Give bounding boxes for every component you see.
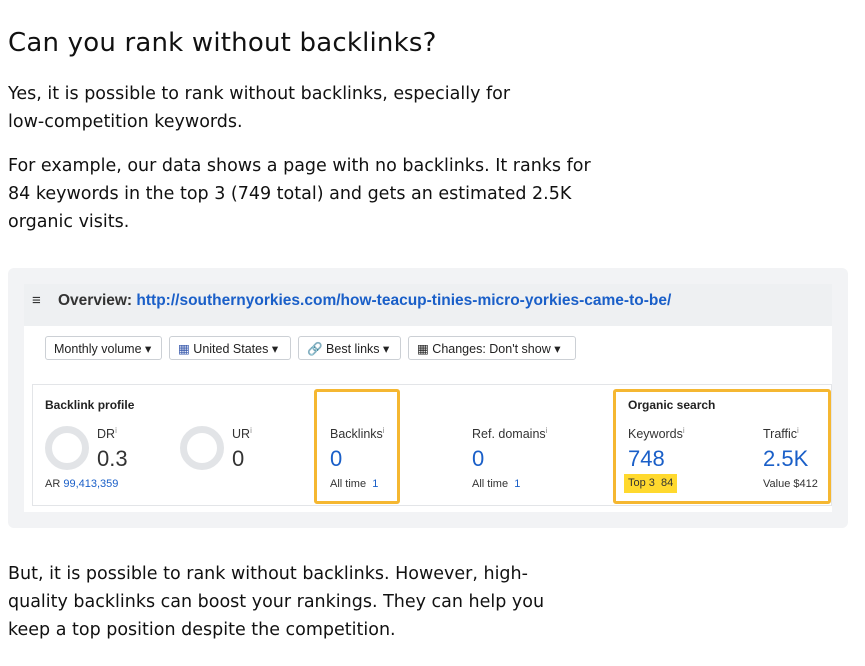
metric-value: 0	[232, 446, 245, 471]
sub-value[interactable]: 99,413,359	[63, 478, 119, 490]
highlight-box	[613, 389, 831, 504]
metric-label: Backlinks	[330, 427, 383, 442]
sub-value[interactable]: 1	[514, 478, 521, 490]
sub-value: $412	[793, 478, 818, 490]
filter-label: Best links	[326, 342, 380, 356]
filter-button[interactable]: ▦ United States ▾	[169, 336, 291, 360]
metric-value[interactable]: 0	[330, 446, 343, 471]
metric-value[interactable]: 0	[472, 446, 485, 471]
section-title: Backlink profile	[45, 398, 135, 412]
sub-label: AR	[45, 478, 61, 490]
section-title: Organic search	[628, 398, 716, 412]
menu-icon[interactable]: ≡	[32, 292, 41, 309]
metric-value[interactable]: 2.5K	[763, 446, 809, 471]
metric-label: Ref. domains	[472, 427, 546, 442]
metric-label: DR	[97, 427, 116, 442]
metric-label: Keywords	[628, 427, 683, 442]
metrics-box	[32, 384, 832, 506]
filter-label: Changes: Don't show	[432, 342, 551, 356]
filter-button[interactable]: ▦ Changes: Don't show ▾	[408, 336, 576, 360]
paragraph: Yes, it is possible to rank without back…	[8, 84, 511, 132]
heading: Can you rank without backlinks?	[8, 28, 437, 58]
sub-value[interactable]: 1	[372, 478, 379, 490]
paragraph: But, it is possible to rank without back…	[8, 564, 545, 640]
sub-value[interactable]: 84	[661, 477, 674, 489]
overview-label: Overview:	[58, 292, 133, 309]
donut	[45, 426, 89, 470]
paragraph: For example, our data shows a page with …	[8, 156, 591, 232]
filter-label: Monthly volume	[54, 342, 142, 356]
filter-button[interactable]: Monthly volume ▾	[45, 336, 162, 360]
donut	[180, 426, 224, 470]
metric-label: Traffic	[763, 427, 798, 442]
filter-button[interactable]: 🔗 Best links ▾	[298, 336, 401, 360]
sub-label: Value	[763, 478, 791, 490]
metric-label: UR	[232, 427, 251, 442]
filter-label: United States	[193, 342, 269, 356]
highlight-box	[314, 389, 400, 504]
top-bar	[24, 284, 832, 326]
sub-label: All time	[330, 478, 367, 490]
url[interactable]: http://southernyorkies.com/how-teacup-ti…	[136, 292, 672, 309]
metric-value: 0.3	[97, 446, 128, 471]
metric-value[interactable]: 748	[628, 446, 665, 471]
sub-label: All time	[472, 478, 509, 490]
sub-label: Top 3	[628, 477, 655, 489]
